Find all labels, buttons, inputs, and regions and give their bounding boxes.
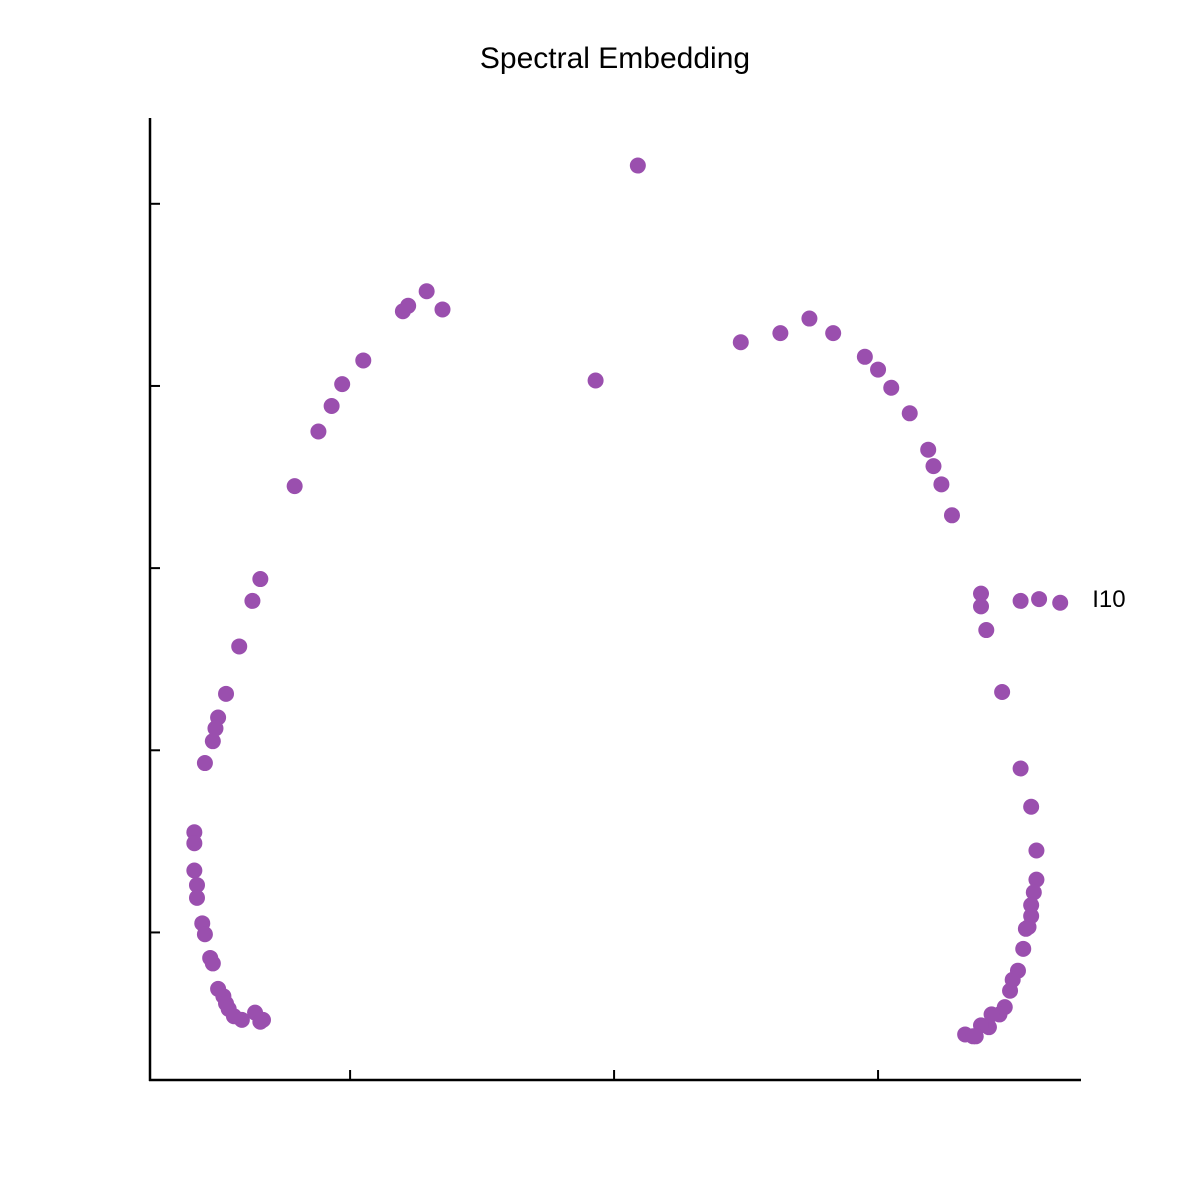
chart-title: Spectral Embedding: [480, 42, 750, 75]
point: [925, 458, 942, 475]
point: [1017, 920, 1034, 937]
point: [252, 571, 269, 588]
point: [186, 824, 203, 841]
point: [233, 1011, 250, 1028]
point: [933, 476, 950, 493]
point: [231, 638, 248, 655]
annotation: I10: [1092, 586, 1125, 613]
point: [188, 889, 205, 906]
point: [355, 352, 372, 369]
point: [196, 755, 213, 772]
point: [244, 592, 261, 609]
point: [943, 507, 960, 524]
point: [204, 733, 221, 750]
point: [1028, 871, 1045, 888]
point: [978, 622, 995, 639]
point: [825, 325, 842, 342]
point: [207, 720, 224, 737]
point: [1028, 842, 1045, 859]
point: [1031, 591, 1048, 608]
point: [994, 683, 1011, 700]
point: [1023, 798, 1040, 815]
point: [1015, 940, 1032, 957]
point: [196, 926, 213, 943]
point: [394, 303, 411, 320]
point: [1012, 592, 1029, 609]
point: [920, 441, 937, 458]
point: [418, 283, 435, 300]
point: [1025, 884, 1042, 901]
point: [188, 877, 205, 894]
point: [1012, 760, 1029, 777]
point: [1002, 982, 1019, 999]
point: [901, 405, 918, 422]
point: [856, 348, 873, 365]
point: [254, 1011, 271, 1028]
point: [186, 835, 203, 852]
point: [983, 1006, 1000, 1023]
point: [629, 157, 646, 174]
point: [870, 361, 887, 378]
point: [732, 334, 749, 351]
point: [772, 325, 789, 342]
point: [973, 598, 990, 615]
point: [186, 862, 203, 879]
point: [204, 955, 221, 972]
point: [801, 310, 818, 327]
point: [434, 301, 451, 318]
point: [218, 685, 235, 702]
point: [323, 397, 340, 414]
point: [587, 372, 604, 389]
point: [310, 423, 327, 440]
point: [883, 379, 900, 396]
point: [1052, 594, 1069, 611]
point: [965, 1028, 982, 1045]
point: [334, 376, 351, 393]
point: [1023, 897, 1040, 914]
point: [973, 585, 990, 602]
point: [286, 478, 303, 495]
